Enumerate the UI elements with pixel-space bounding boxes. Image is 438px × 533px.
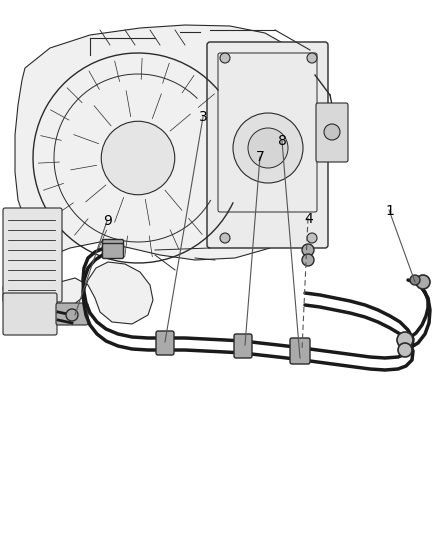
Polygon shape (3, 25, 328, 324)
Circle shape (302, 244, 314, 256)
FancyBboxPatch shape (234, 334, 252, 358)
FancyBboxPatch shape (56, 303, 88, 325)
Circle shape (416, 275, 430, 289)
FancyBboxPatch shape (316, 103, 348, 162)
FancyBboxPatch shape (3, 293, 57, 335)
Circle shape (398, 343, 412, 357)
Text: 1: 1 (385, 204, 394, 217)
Circle shape (397, 332, 413, 348)
Circle shape (101, 121, 175, 195)
Circle shape (233, 113, 303, 183)
FancyBboxPatch shape (156, 331, 174, 355)
Text: 8: 8 (278, 134, 287, 148)
Text: 4: 4 (304, 212, 313, 225)
FancyBboxPatch shape (102, 244, 124, 259)
Circle shape (66, 309, 78, 321)
Text: 3: 3 (199, 110, 208, 124)
FancyBboxPatch shape (207, 42, 328, 248)
FancyBboxPatch shape (290, 338, 310, 364)
Circle shape (220, 233, 230, 243)
Circle shape (302, 254, 314, 266)
Circle shape (307, 233, 317, 243)
Circle shape (307, 53, 317, 63)
FancyBboxPatch shape (3, 208, 62, 302)
Circle shape (324, 124, 340, 140)
Text: 9: 9 (103, 214, 112, 228)
FancyBboxPatch shape (102, 239, 124, 254)
Text: 7: 7 (256, 150, 265, 164)
Circle shape (220, 53, 230, 63)
Circle shape (248, 128, 288, 168)
Circle shape (410, 275, 420, 285)
